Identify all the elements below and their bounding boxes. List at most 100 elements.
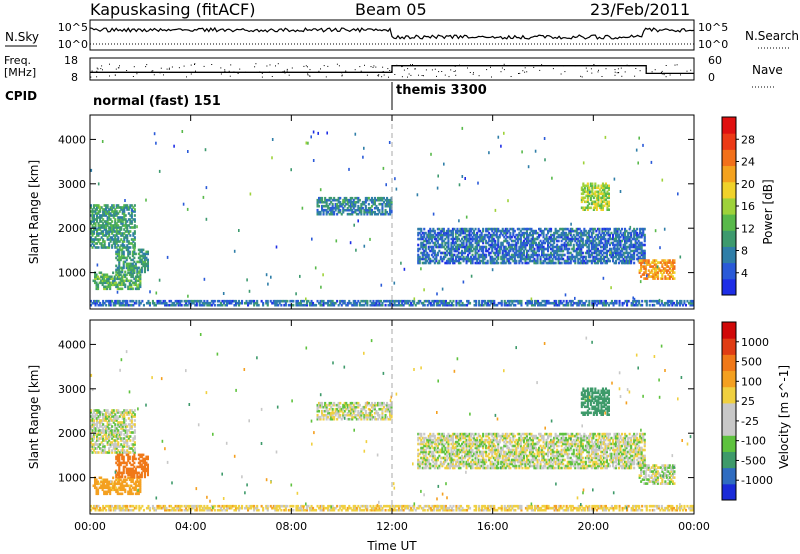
data-cell	[479, 253, 482, 257]
data-cell	[471, 231, 474, 235]
data-cell	[123, 240, 126, 243]
data-cell	[583, 188, 586, 192]
data-cell	[250, 301, 253, 305]
freq-tick-bottom: 8	[71, 71, 78, 84]
data-cell	[634, 231, 637, 235]
data-cell	[127, 240, 130, 243]
data-cell	[432, 245, 435, 249]
data-cell	[624, 241, 627, 245]
freq-label-line1: Freq.	[4, 54, 31, 67]
data-cell	[450, 259, 453, 263]
data-cell	[444, 301, 447, 305]
data-cell	[464, 257, 467, 261]
data-cell	[125, 484, 128, 488]
data-cell	[476, 243, 479, 247]
data-cell	[145, 262, 148, 266]
data-cell	[533, 261, 536, 265]
data-cell	[109, 411, 112, 414]
data-cell	[174, 299, 177, 303]
data-cell	[448, 259, 451, 263]
data-cell	[671, 301, 674, 305]
data-cell	[640, 259, 643, 262]
data-cell	[630, 301, 633, 305]
data-cell	[580, 206, 583, 210]
data-cell	[143, 475, 146, 479]
data-cell	[510, 245, 513, 249]
data-cell	[364, 208, 367, 212]
data-cell	[593, 255, 596, 259]
data-cell	[379, 303, 382, 307]
data-cell	[512, 259, 515, 263]
data-cell	[111, 224, 114, 227]
data-cell	[557, 233, 560, 237]
data-cell	[104, 273, 107, 277]
data-cell	[438, 261, 441, 265]
data-cell	[525, 229, 528, 233]
data-cell	[521, 257, 524, 261]
data-cell	[433, 253, 436, 257]
data-cell	[111, 220, 114, 223]
scatter-cell	[124, 199, 126, 202]
data-cell	[103, 301, 106, 305]
data-cell	[628, 259, 631, 263]
data-cell	[128, 488, 131, 492]
data-cell	[528, 245, 531, 249]
data-cell	[142, 467, 145, 471]
data-cell	[604, 202, 607, 206]
data-cell	[647, 259, 650, 262]
data-cell	[99, 421, 102, 424]
nave-dot	[237, 73, 239, 74]
data-cell	[503, 245, 506, 249]
mode-label-themis: themis 3300	[396, 83, 487, 98]
data-cell	[578, 243, 581, 247]
data-cell	[525, 261, 528, 265]
data-cell	[133, 266, 136, 270]
data-cell	[292, 303, 295, 307]
data-cell	[138, 301, 141, 305]
data-cell	[606, 184, 609, 188]
data-cell	[120, 411, 123, 414]
data-cell	[112, 419, 115, 422]
data-cell	[139, 254, 142, 258]
data-cell	[473, 229, 476, 233]
data-cell	[351, 210, 354, 214]
data-cell	[509, 233, 512, 237]
nave-dot	[359, 66, 361, 68]
data-cell	[97, 439, 100, 442]
data-cell	[90, 232, 93, 235]
nsky-tick-top: 10^5	[58, 21, 88, 34]
data-cell	[117, 238, 120, 241]
data-cell	[533, 253, 536, 257]
data-cell	[527, 227, 530, 231]
nave-dot	[338, 65, 340, 67]
data-cell	[375, 303, 378, 307]
station-title: Kapuskasing (fitACF)	[90, 0, 256, 19]
nave-dot	[614, 71, 616, 73]
scatter-cell	[182, 202, 185, 206]
data-cell	[497, 227, 500, 231]
scatter-cell	[101, 140, 104, 143]
data-cell	[112, 226, 115, 229]
data-cell	[604, 247, 607, 251]
data-cell	[146, 252, 149, 256]
data-cell	[634, 249, 637, 253]
data-cell	[114, 299, 117, 303]
data-cell	[591, 182, 594, 186]
data-cell	[565, 261, 568, 265]
data-cell	[597, 204, 600, 208]
data-cell	[547, 257, 550, 261]
data-cell	[122, 486, 125, 490]
data-cell	[91, 437, 94, 440]
data-cell	[133, 248, 136, 252]
data-cell	[578, 249, 581, 253]
nave-dot	[151, 70, 153, 72]
data-cell	[108, 218, 111, 221]
data-cell	[327, 206, 330, 210]
data-cell	[139, 478, 142, 482]
data-cell	[176, 299, 179, 303]
data-cell	[168, 303, 171, 307]
data-cell	[640, 253, 643, 257]
data-cell	[133, 451, 136, 454]
data-cell	[103, 224, 106, 227]
data-cell	[328, 198, 331, 202]
